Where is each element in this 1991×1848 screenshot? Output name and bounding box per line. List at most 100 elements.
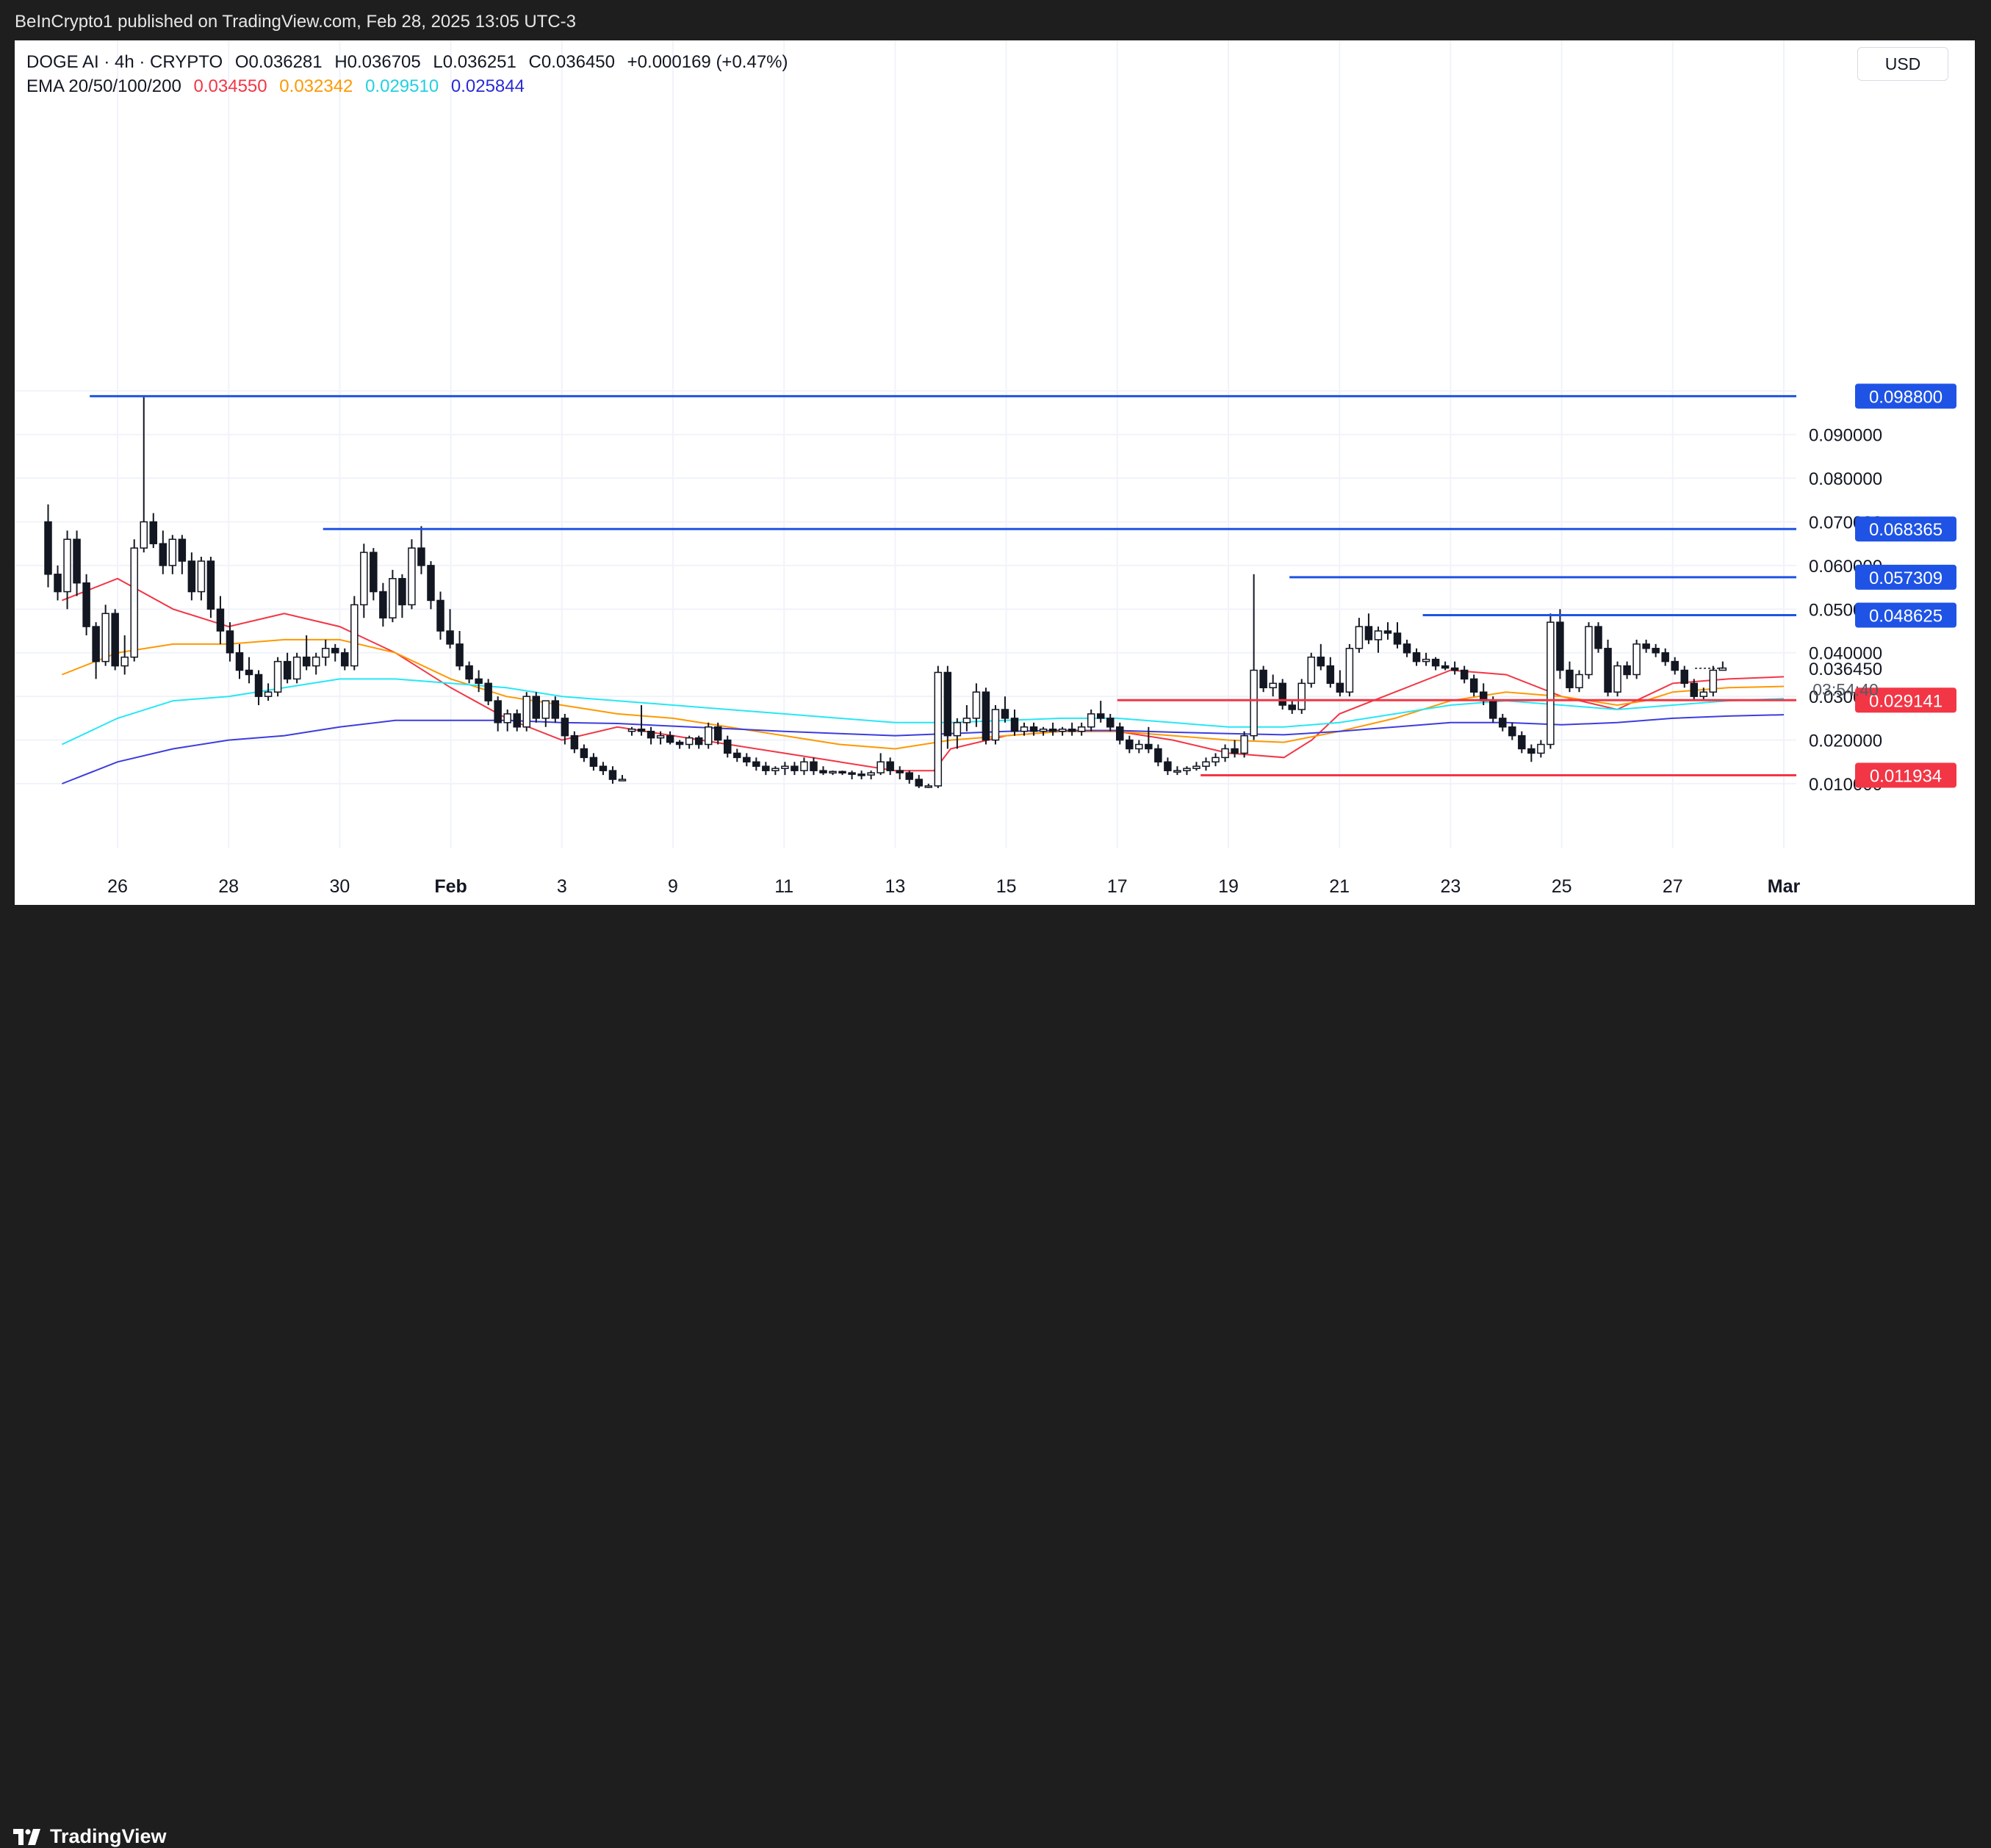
- candle-body: [63, 538, 71, 593]
- level-price-label: 0.057309: [1869, 569, 1943, 588]
- candle-body: [1307, 656, 1316, 685]
- candle-body: [551, 700, 560, 719]
- candle-body: [781, 765, 789, 769]
- candle-body: [149, 521, 158, 544]
- candle-body: [724, 739, 732, 754]
- x-tick-label: 9: [668, 876, 678, 897]
- candle-body: [1221, 748, 1229, 759]
- candle-body: [1422, 658, 1430, 663]
- candle-body: [465, 665, 473, 680]
- candle-body: [1642, 643, 1650, 649]
- y-tick-label: 0.020000: [1809, 732, 1882, 751]
- candle-body: [819, 770, 827, 773]
- candle-body: [370, 552, 378, 593]
- candle-body: [532, 696, 541, 719]
- candle-body: [1441, 665, 1450, 669]
- candle-body: [953, 722, 962, 737]
- candle-body: [130, 547, 138, 658]
- candle-body: [264, 691, 273, 697]
- tradingview-logo[interactable]: TradingView: [13, 1825, 167, 1848]
- candle-body: [1364, 626, 1373, 640]
- candle-body: [312, 656, 320, 667]
- candle-body: [1317, 656, 1325, 667]
- candle-body: [1556, 621, 1564, 671]
- open-value: O0.036281: [234, 52, 323, 72]
- candle-body: [1067, 728, 1076, 732]
- level-price-label: 0.068365: [1869, 520, 1943, 540]
- candle-body: [235, 652, 244, 671]
- change-value: +0.000169 (+0.47%): [627, 52, 788, 72]
- candle-body: [1518, 734, 1526, 750]
- candle-body: [1020, 726, 1029, 732]
- candle-body: [245, 669, 253, 676]
- candle-body: [1250, 669, 1258, 737]
- candle-body: [82, 582, 90, 627]
- candle-body: [1164, 761, 1172, 771]
- candle-body: [436, 599, 444, 632]
- chart-area[interactable]: 0.010000 0.020000 0.030000 0.040000 0.050000…: [15, 40, 1975, 905]
- candle-body: [1355, 626, 1364, 649]
- level-price-label: 0.098800: [1869, 387, 1943, 407]
- ema200-value: 0.025844: [450, 76, 525, 96]
- candle-body: [1010, 718, 1019, 732]
- candle-body: [73, 538, 81, 584]
- candle-body: [398, 577, 406, 606]
- candle-body: [608, 770, 617, 780]
- candle-body: [456, 643, 464, 667]
- y-tick-label: 0.080000: [1809, 469, 1882, 489]
- candle-body: [647, 730, 655, 739]
- candle-body: [111, 613, 119, 667]
- candle-body: [752, 761, 760, 767]
- candle-body: [389, 577, 397, 618]
- candle-body: [704, 726, 713, 746]
- price-chart[interactable]: 0.0100000.0200000.0300000.0400000.050000…: [15, 40, 1975, 905]
- candle-body: [1154, 748, 1162, 763]
- x-tick-label: 13: [885, 876, 905, 897]
- candle-body: [1393, 632, 1402, 645]
- candle-body: [666, 734, 674, 743]
- candle-body: [943, 671, 952, 737]
- x-tick-label: 3: [557, 876, 567, 897]
- candle-body: [1374, 630, 1383, 640]
- candle-body: [446, 630, 454, 645]
- candle-body: [1326, 665, 1335, 685]
- candle-body: [1077, 726, 1086, 732]
- ohlc-legend: DOGE AI · 4h · CRYPTO O0.036281 H0.03670…: [26, 52, 796, 73]
- candle-body: [991, 709, 1000, 741]
- candle-body: [800, 761, 808, 771]
- candle-body: [915, 779, 924, 787]
- candle-body: [1537, 743, 1545, 754]
- candle-body: [1126, 739, 1134, 750]
- candle-body: [427, 565, 435, 602]
- candle-body: [1231, 748, 1239, 754]
- bottom-bar: TradingView: [0, 905, 1991, 1847]
- level-price-badge: [1855, 602, 1956, 628]
- candle-body: [1690, 682, 1699, 697]
- level-price-badge: [1855, 762, 1956, 788]
- candle-body: [1709, 669, 1718, 693]
- candle-body: [637, 728, 646, 732]
- close-value: C0.036450: [528, 52, 615, 72]
- ema-line: [62, 577, 1785, 772]
- candle-body: [743, 757, 751, 763]
- candle-body: [475, 678, 483, 685]
- candle-body: [1336, 682, 1344, 693]
- candle-body: [408, 547, 416, 606]
- candle-body: [1259, 669, 1267, 689]
- candle-body: [1240, 734, 1248, 754]
- x-tick-label: 11: [774, 876, 793, 897]
- candle-body: [1680, 669, 1688, 685]
- candle-body: [1288, 704, 1296, 710]
- ema-label[interactable]: EMA 20/50/100/200: [26, 76, 181, 96]
- candle-body: [417, 547, 425, 566]
- tradingview-icon: [13, 1828, 40, 1845]
- high-value: H0.036705: [334, 52, 421, 72]
- currency-button[interactable]: USD: [1857, 47, 1948, 81]
- candle-body: [331, 648, 339, 654]
- symbol-label[interactable]: DOGE AI · 4h · CRYPTO: [26, 52, 223, 72]
- candle-body: [1211, 757, 1220, 763]
- candle-body: [292, 656, 301, 680]
- candle-body: [187, 560, 196, 593]
- candle-body: [570, 734, 579, 750]
- y-tick-label: 0.040000: [1809, 644, 1882, 664]
